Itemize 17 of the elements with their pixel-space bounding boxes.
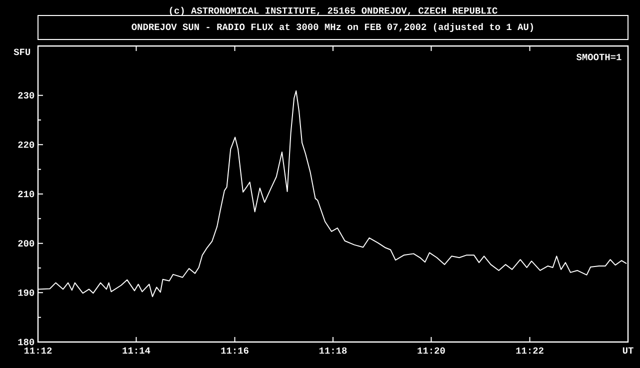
x-tick-label: 11:16 [221, 347, 248, 354]
x-tick-label: 11:18 [319, 347, 347, 354]
y-tick-label: 230 [18, 92, 34, 99]
x-tick-label: 11:22 [516, 347, 544, 354]
y-tick-label: 200 [18, 240, 34, 247]
x-tick-label: 11:14 [122, 347, 150, 354]
y-axis-title: SFU [14, 48, 30, 56]
y-tick-label: 210 [18, 190, 34, 198]
x-tick-label: UT [622, 347, 634, 354]
x-tick-label: 11:20 [418, 347, 445, 354]
y-tick-label: 180 [18, 338, 34, 346]
annotation: SMOOTH=1 [576, 54, 622, 60]
y-tick-label: 220 [18, 141, 34, 148]
chart-title: ONDREJOV SUN - RADIO FLUX at 3000 MHz on FEB 07,2002 (adjusted to 1 AU) [132, 23, 533, 32]
y-tick-label: 190 [18, 289, 34, 296]
x-tick-label: 11:12 [24, 347, 52, 354]
text: (c) ASTRONOMICAL INSTITUTE, 25165 ONDREJOV, CZECH REPUBLIC [170, 6, 498, 16]
